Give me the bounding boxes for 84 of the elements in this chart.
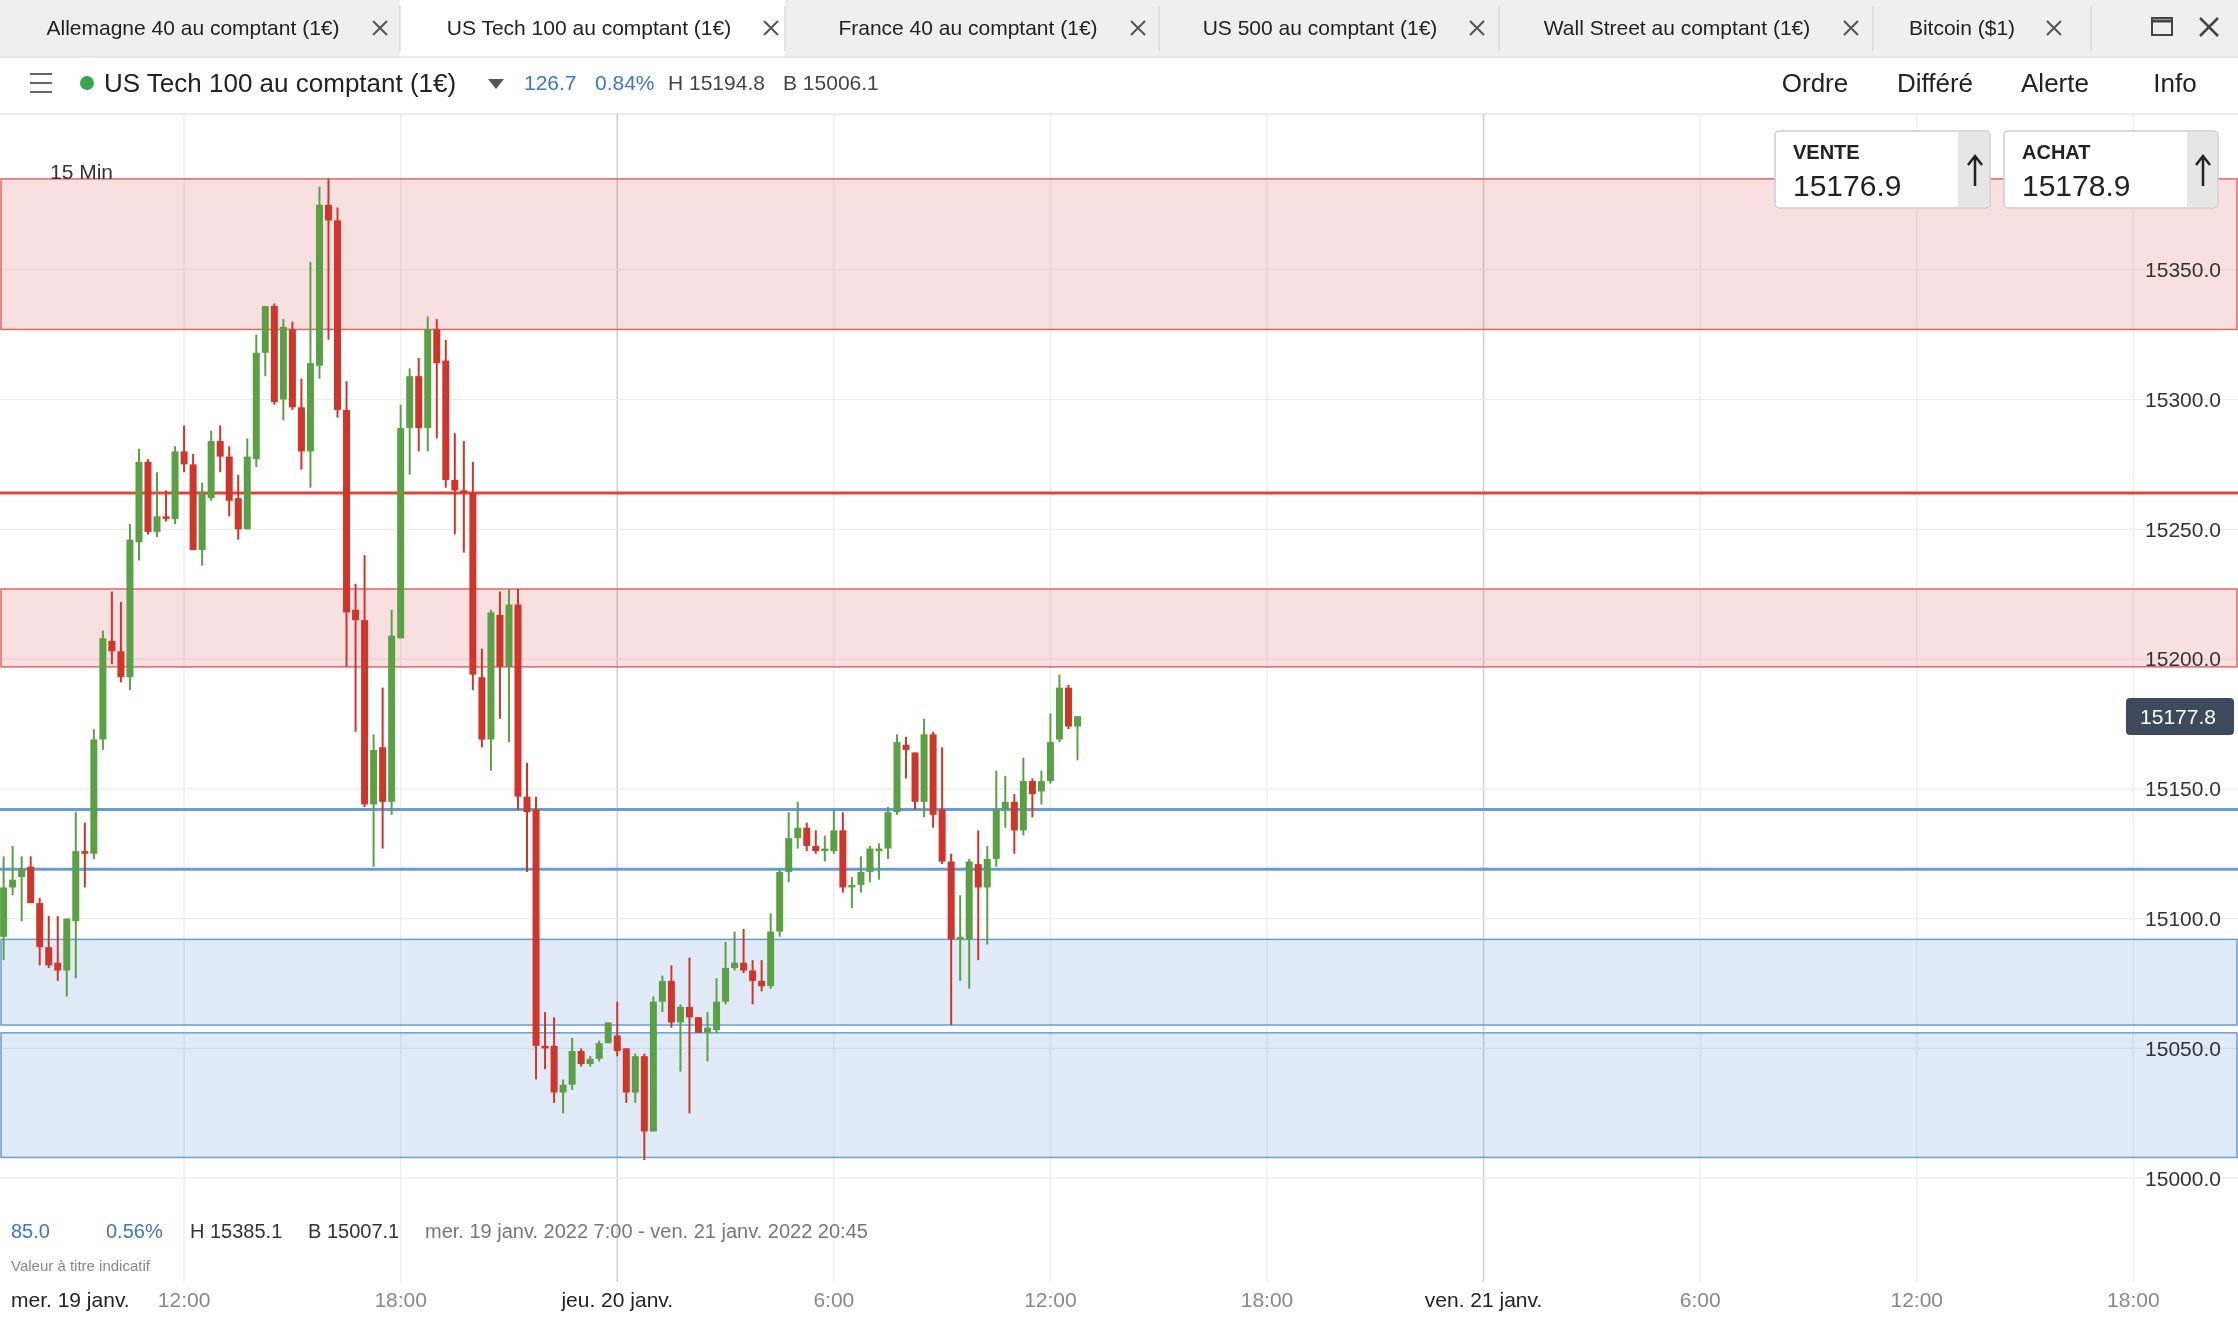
x-tick-label: 6:00 xyxy=(1679,1288,1721,1311)
candlestick xyxy=(108,590,116,666)
x-tick-label: 18:00 xyxy=(374,1288,427,1311)
x-tick-label: ven. 21 janv. xyxy=(1424,1288,1543,1311)
annotation: 15 Min xyxy=(50,160,114,183)
candlestick xyxy=(685,956,693,1115)
text: US 500 au comptant (1€) xyxy=(1202,16,1438,39)
candlestick xyxy=(902,735,910,780)
annotation: mer. 19 janv. 2022 7:00 - ven. 21 janv. 2022 20:45 xyxy=(425,1220,868,1242)
candlestick xyxy=(794,800,802,850)
annotation: Valeur à titre indicatif xyxy=(11,1257,151,1274)
candlestick xyxy=(18,855,26,923)
y-tick-label: 15350.0 xyxy=(2145,258,2221,282)
annotation: 15176.9 xyxy=(1793,169,1902,202)
text: Bitcoin ($1) xyxy=(1908,16,2016,39)
y-tick-label: 15250.0 xyxy=(2145,517,2221,541)
candlestick xyxy=(974,829,982,962)
candlestick xyxy=(613,1000,621,1058)
candlestick xyxy=(658,974,666,1014)
y-tick-label: 15200.0 xyxy=(2145,647,2221,671)
candlestick xyxy=(460,440,468,554)
y-tick-label: 15000.0 xyxy=(2145,1166,2221,1190)
candlestick xyxy=(45,915,53,969)
candlestick xyxy=(731,930,739,972)
annotation: 15177.8 xyxy=(2140,705,2216,728)
candlestick xyxy=(216,424,224,474)
annotation: ACHAT xyxy=(2022,141,2091,163)
candlestick xyxy=(704,1011,711,1063)
x-tick-label: 12:00 xyxy=(1890,1288,1944,1311)
candlestick xyxy=(830,808,838,855)
chart-title: US Tech 100 au comptant (1€) xyxy=(104,68,457,98)
candlestick xyxy=(857,855,865,894)
candlestick xyxy=(162,489,170,523)
candlestick xyxy=(180,424,188,474)
candlestick xyxy=(676,1003,684,1073)
y-tick-label: 15050.0 xyxy=(2145,1036,2221,1060)
candlestick xyxy=(577,1047,585,1068)
text: 126.7 xyxy=(524,71,577,94)
text: B 15006.1 xyxy=(783,71,879,94)
x-tick-label: 6:00 xyxy=(813,1288,855,1311)
annotation: 15178.9 xyxy=(2022,169,2131,202)
y-tick-label: 15300.0 xyxy=(2145,387,2221,411)
text: Info xyxy=(2153,68,2197,98)
candlestick xyxy=(81,821,89,889)
chart-title: US Tech 100 au comptant (1€) xyxy=(446,16,732,39)
candlestick xyxy=(451,432,459,536)
candlestick xyxy=(153,471,161,539)
candlestick xyxy=(595,1039,603,1063)
candlestick xyxy=(352,582,360,733)
candlestick xyxy=(803,821,811,853)
x-tick-label: 12:00 xyxy=(157,1288,211,1311)
text: mer. 19 janv. xyxy=(11,1288,130,1311)
candlestick xyxy=(523,761,531,873)
candlestick xyxy=(559,1078,567,1115)
candlestick xyxy=(740,928,748,975)
x-tick-label: 18:00 xyxy=(2107,1288,2160,1311)
text: H 15194.8 xyxy=(668,71,765,94)
candlestick xyxy=(812,829,820,855)
text: Allemagne 40 au comptant (1€) xyxy=(46,16,340,39)
text: Wall Street au comptant (1€) xyxy=(1543,16,1811,39)
candlestick xyxy=(324,177,332,341)
y-tick-label: 15100.0 xyxy=(2145,906,2221,930)
x-tick-label: jeu. 20 janv. xyxy=(560,1288,674,1311)
candlestick xyxy=(866,844,874,884)
annotation: H 15385.1 xyxy=(190,1220,283,1242)
annotation: B 15007.1 xyxy=(308,1220,400,1242)
candlestick xyxy=(1001,774,1009,829)
x-tick-label: 18:00 xyxy=(1240,1288,1294,1311)
candlestick xyxy=(749,959,757,1006)
text: 0.84% xyxy=(595,71,655,94)
text: Alerte xyxy=(2021,68,2089,98)
text: France 40 au comptant (1€) xyxy=(838,16,1098,39)
candlestick xyxy=(1073,715,1081,762)
candlestick xyxy=(1028,777,1036,819)
y-tick-label: 15150.0 xyxy=(2145,777,2221,801)
annotation: VENTE xyxy=(1793,141,1860,163)
candlestick xyxy=(1037,769,1045,806)
candlestick xyxy=(758,959,766,993)
x-tick-label: 12:00 xyxy=(1024,1288,1077,1311)
annotation: 85.0 xyxy=(11,1220,50,1242)
text: Ordre xyxy=(1781,68,1849,98)
annotation: 0.56% xyxy=(106,1220,163,1242)
text: Différé xyxy=(1896,68,1974,98)
candlestick xyxy=(54,915,62,982)
